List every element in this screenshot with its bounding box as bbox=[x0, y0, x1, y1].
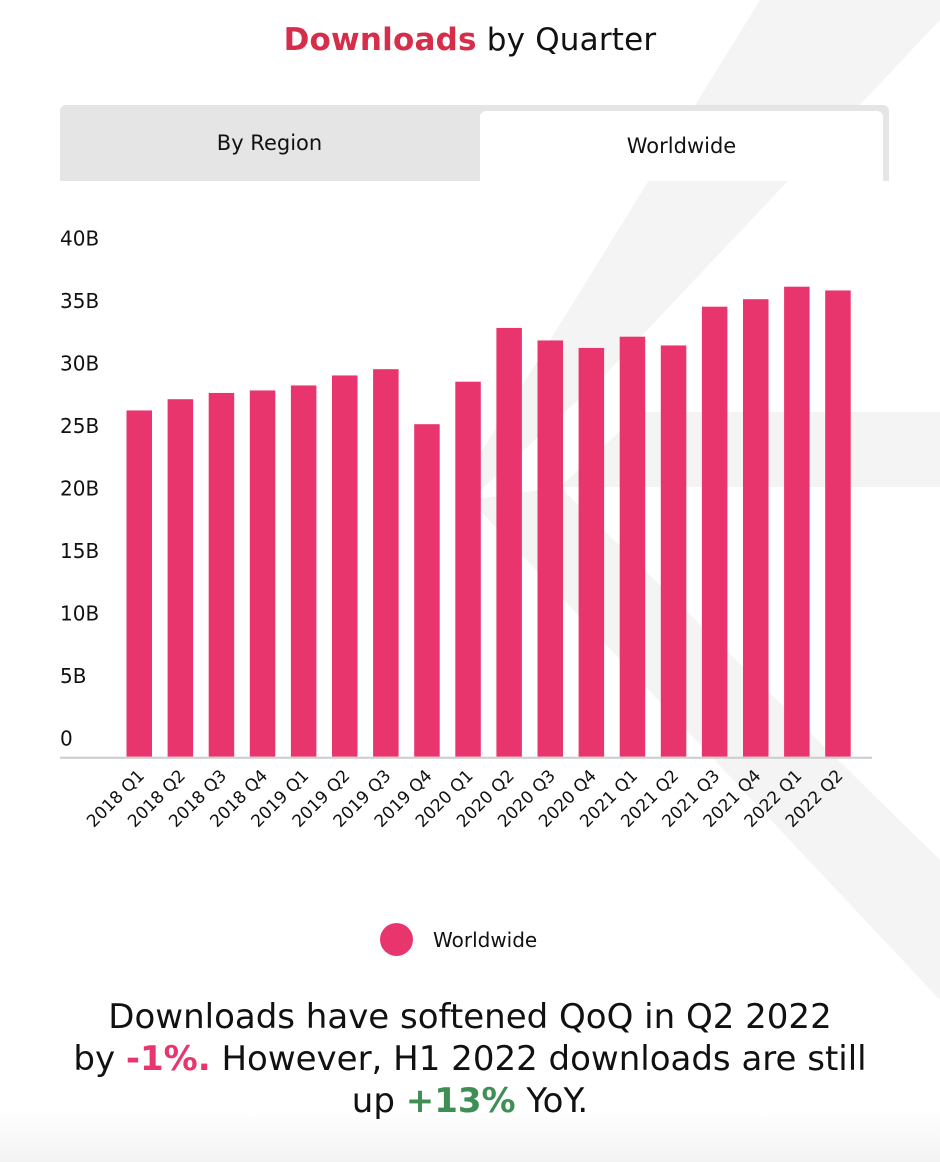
y-tick-label: 25B bbox=[60, 414, 99, 438]
y-axis: 0 5B 10B 15B 20B 25B 30B 35B 40B bbox=[60, 227, 99, 751]
summary-mid: However, H1 2022 downloads are still bbox=[210, 1039, 867, 1079]
bar-2020-q1[interactable] bbox=[455, 381, 481, 757]
summary-up: up bbox=[351, 1081, 406, 1121]
bar-2022-q1[interactable] bbox=[784, 286, 810, 757]
y-tick-label: 20B bbox=[60, 477, 99, 501]
tab-worldwide[interactable]: Worldwide bbox=[480, 111, 883, 181]
summary-end: YoY. bbox=[515, 1081, 589, 1121]
bar-2019-q4[interactable] bbox=[414, 424, 440, 757]
view-tabs: By Region Worldwide bbox=[60, 105, 889, 181]
summary-by: by bbox=[73, 1039, 126, 1079]
y-tick-label: 10B bbox=[60, 602, 99, 626]
bar-2019-q3[interactable] bbox=[373, 369, 399, 757]
bar-2018-q4[interactable] bbox=[249, 390, 276, 757]
legend-label-worldwide: Worldwide bbox=[433, 927, 538, 952]
y-tick-label: 35B bbox=[60, 289, 99, 313]
bar-2019-q1[interactable] bbox=[290, 385, 317, 757]
bar-2018-q3[interactable] bbox=[208, 392, 235, 757]
summary-line-3: up +13% YoY. bbox=[60, 1080, 880, 1122]
summary-line-2: by -1%. However, H1 2022 downloads are s… bbox=[60, 1038, 880, 1080]
legend-marker-worldwide bbox=[380, 923, 413, 956]
y-tick-label: 40B bbox=[60, 227, 99, 251]
chart-title-rest: by Quarter bbox=[476, 22, 657, 58]
summary-text: Downloads have softened QoQ in Q2 2022 b… bbox=[60, 996, 880, 1122]
bar-2021-q2[interactable] bbox=[660, 345, 687, 757]
bar-2021-q3[interactable] bbox=[701, 306, 728, 757]
bar-2020-q3[interactable] bbox=[537, 340, 564, 757]
bar-2021-q1[interactable] bbox=[619, 336, 646, 757]
y-tick-label: 0 bbox=[60, 727, 73, 751]
bar-2019-q2[interactable] bbox=[332, 375, 358, 757]
summary-line-1: Downloads have softened QoQ in Q2 2022 bbox=[108, 997, 832, 1037]
bar-2020-q2[interactable] bbox=[496, 327, 522, 757]
bar-2018-q1[interactable] bbox=[126, 410, 153, 757]
chart-title: Downloads by Quarter bbox=[0, 22, 940, 58]
bottom-fade bbox=[0, 1110, 940, 1162]
y-tick-label: 5B bbox=[60, 664, 86, 688]
tab-by-region[interactable]: By Region bbox=[216, 131, 323, 155]
chart-title-accent: Downloads bbox=[283, 22, 477, 58]
legend: Worldwide bbox=[380, 923, 537, 956]
bar-2022-q2[interactable] bbox=[825, 290, 851, 757]
bar-2020-q4[interactable] bbox=[578, 347, 605, 757]
bar-2018-q2[interactable] bbox=[167, 399, 194, 757]
qoq-change: -1%. bbox=[125, 1039, 211, 1079]
y-tick-label: 30B bbox=[60, 352, 99, 376]
y-tick-label: 15B bbox=[60, 539, 99, 563]
yoy-change: +13% bbox=[405, 1081, 516, 1121]
bar-2021-q4[interactable] bbox=[743, 299, 769, 757]
bars bbox=[126, 286, 851, 757]
